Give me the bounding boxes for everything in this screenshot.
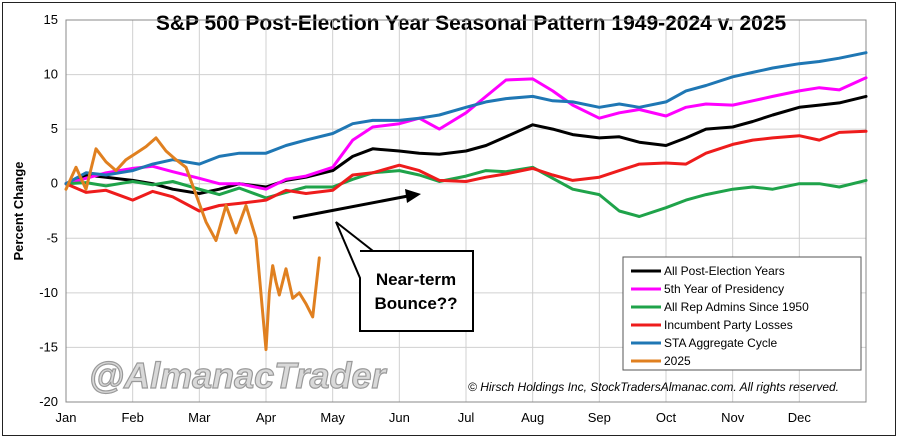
y-tick-label: 5	[51, 121, 58, 136]
series-line-0	[64, 94, 868, 195]
chart-title: S&P 500 Post-Election Year Seasonal Patt…	[156, 12, 787, 35]
series-line-3	[64, 129, 868, 213]
legend-label: All Rep Admins Since 1950	[664, 300, 809, 314]
legend-label: Incumbent Party Losses	[664, 318, 793, 332]
x-tick-label: Jan	[56, 410, 77, 425]
legend-label: 2025	[664, 354, 691, 368]
x-tick-label: Dec	[788, 410, 812, 425]
x-tick-label: Jul	[458, 410, 475, 425]
watermark-text: @AlmanacTrader	[89, 355, 388, 396]
y-tick-label: 15	[44, 12, 58, 27]
legend: All Post-Election Years 5th Year of Presi…	[622, 256, 862, 371]
x-tick-label: Sep	[588, 410, 611, 425]
y-tick-label: -20	[39, 394, 58, 409]
x-tick-label: Feb	[121, 410, 143, 425]
callout-bubble: Near-term Bounce??	[335, 221, 474, 332]
arrow-annotation	[292, 189, 421, 220]
chart-frame: S&P 500 Post-Election Year Seasonal Patt…	[2, 2, 896, 436]
legend-label: STA Aggregate Cycle	[664, 336, 778, 350]
series-layer	[64, 51, 868, 352]
series-line-4	[64, 51, 868, 186]
callout-line-1: Near-term	[376, 270, 456, 289]
y-tick-labels: 15 10 5 0 -5 -10 -15 -20	[39, 12, 58, 409]
legend-label: 5th Year of Presidency	[664, 282, 784, 296]
x-tick-label: Jun	[389, 410, 410, 425]
y-tick-label: 10	[44, 67, 58, 82]
plot-area	[65, 19, 867, 403]
x-tick-label: Aug	[521, 410, 544, 425]
y-tick-label: -15	[39, 339, 58, 354]
series-line-5	[64, 136, 321, 352]
legend-label: All Post-Election Years	[664, 264, 785, 278]
chart-svg: S&P 500 Post-Election Year Seasonal Patt…	[11, 12, 868, 425]
x-tick-label: Nov	[721, 410, 745, 425]
y-tick-label: -10	[39, 285, 58, 300]
series-line-2	[64, 165, 868, 218]
x-tick-labels: Jan Feb Mar Apr May Jun Jul Aug Sep Oct Nov Dec	[56, 410, 812, 425]
x-tick-label: May	[320, 410, 345, 425]
y-axis-label: Percent Change	[11, 162, 26, 261]
y-tick-label: -5	[46, 230, 58, 245]
x-tick-label: Apr	[256, 410, 277, 425]
x-tick-label: Mar	[188, 410, 211, 425]
series-line-1	[64, 76, 868, 191]
x-tick-label: Oct	[656, 410, 677, 425]
copyright-text: © Hirsch Holdings Inc, StockTradersAlman…	[468, 380, 839, 394]
y-tick-label: 0	[51, 176, 58, 191]
callout-line-2: Bounce??	[374, 294, 457, 313]
legend-box	[622, 256, 862, 371]
